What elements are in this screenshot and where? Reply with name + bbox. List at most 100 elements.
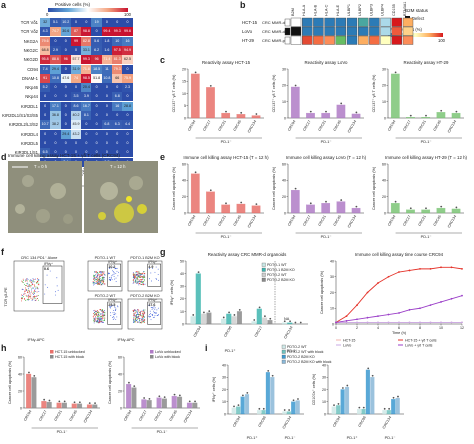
y-tick-label: 0 bbox=[224, 412, 226, 416]
facs-event bbox=[108, 268, 110, 269]
facs-event bbox=[25, 294, 27, 296]
facs-event bbox=[133, 282, 135, 284]
facs-event bbox=[115, 310, 116, 312]
legend-label: LoVo + γδ T cells bbox=[405, 343, 433, 347]
b2m-marker-cell bbox=[335, 35, 347, 45]
y-axis-label: Cancer cell apoptosis (%) bbox=[8, 360, 12, 404]
heatmap-cell: 8.6 bbox=[70, 101, 82, 111]
data-point bbox=[194, 171, 197, 174]
facs-frame bbox=[13, 260, 65, 312]
series-point bbox=[440, 266, 442, 269]
facs-event bbox=[132, 314, 134, 316]
x-tick-label: CRC94 bbox=[187, 120, 196, 132]
heatmap-cell: 0 bbox=[122, 64, 133, 74]
heatmap-row: 79.6 0 0 99 82.8 5.6 1.8 10 16 bbox=[40, 36, 133, 46]
facs-event bbox=[103, 319, 105, 321]
heatmap-cell: 68.8 bbox=[40, 45, 51, 55]
facs-event bbox=[142, 319, 144, 321]
facs-event bbox=[115, 313, 117, 315]
facs-event bbox=[57, 289, 59, 291]
facs-event bbox=[21, 294, 22, 296]
legend-swatch bbox=[281, 349, 286, 354]
y-tick-label: 40 bbox=[118, 372, 122, 376]
b2m-marker-cell bbox=[369, 26, 380, 36]
facs-event bbox=[94, 277, 96, 279]
facs-event bbox=[98, 281, 100, 283]
facs-event bbox=[142, 277, 144, 279]
facs-event bbox=[97, 319, 99, 321]
x-tick-label: CRC94 bbox=[387, 120, 396, 132]
facs-event bbox=[32, 281, 34, 283]
facs-event bbox=[104, 314, 106, 315]
data-point bbox=[333, 404, 335, 407]
heatmap-cell: 1.8 bbox=[101, 36, 113, 46]
y-tick-label: 20 bbox=[182, 67, 186, 71]
facs-event bbox=[112, 305, 114, 307]
b2m-marker-cell bbox=[313, 35, 324, 45]
facs-event bbox=[35, 282, 37, 283]
facs-event bbox=[139, 283, 141, 284]
facs-title: PDTO-1 WT bbox=[95, 256, 116, 260]
facs-percentage: 0.6 bbox=[44, 267, 49, 271]
facs-event bbox=[99, 281, 101, 283]
facs-event bbox=[32, 296, 34, 298]
facs-event bbox=[144, 275, 146, 277]
heatmap-cell: 0 bbox=[122, 129, 133, 139]
data-point bbox=[394, 71, 397, 74]
heatmap-cell: 0 bbox=[101, 18, 113, 27]
facs-event bbox=[118, 271, 119, 273]
facs-event bbox=[94, 309, 96, 311]
facs-event bbox=[109, 306, 111, 308]
facs-event bbox=[134, 320, 136, 322]
bar bbox=[436, 207, 446, 214]
legend-label: PDTO-2 B2M KO bbox=[267, 278, 295, 282]
facs-event bbox=[36, 287, 38, 289]
heatmap-row-label: NKG2D bbox=[23, 57, 38, 63]
facs-event bbox=[95, 317, 97, 318]
facs-event bbox=[24, 298, 26, 300]
facs-event bbox=[143, 310, 145, 312]
facs-event bbox=[133, 317, 135, 319]
y-axis-label: Cancer cell apoptosis (%) bbox=[372, 166, 376, 210]
b2m-marker-cell bbox=[290, 26, 302, 36]
facs-event bbox=[112, 312, 114, 314]
series-point bbox=[345, 321, 348, 324]
y-tick-label: 30 bbox=[330, 275, 334, 279]
heatmap-cell: 5.6 bbox=[91, 36, 102, 46]
y-tick-label: 40 bbox=[382, 179, 386, 183]
facs-event bbox=[24, 293, 26, 295]
data-point bbox=[394, 200, 397, 203]
facs-event bbox=[132, 272, 134, 274]
bar bbox=[406, 117, 415, 119]
facs-event bbox=[103, 273, 105, 275]
facs-event bbox=[142, 273, 143, 275]
facs-event bbox=[92, 282, 94, 284]
b2m-marker-cell bbox=[357, 17, 369, 27]
chart-title: Reactivity assay HT-29 bbox=[404, 60, 449, 65]
facs-event bbox=[148, 268, 150, 270]
facs-event bbox=[94, 278, 96, 280]
series-point bbox=[450, 297, 453, 300]
heatmap-colorbar bbox=[48, 8, 128, 12]
y-tick-label: 20 bbox=[180, 297, 184, 301]
facs-event bbox=[101, 314, 103, 316]
facs-event bbox=[26, 299, 28, 301]
y-tick-label: 30 bbox=[382, 67, 386, 71]
legend-label: PDTO-2 WT with block bbox=[287, 350, 324, 354]
facs-event bbox=[144, 276, 146, 278]
bar bbox=[256, 308, 262, 325]
facs-event bbox=[37, 281, 39, 283]
data-point bbox=[188, 400, 191, 403]
facs-event bbox=[32, 292, 34, 294]
facs-event bbox=[92, 281, 94, 282]
facs-event bbox=[96, 313, 98, 315]
x-tick-label: CRC134 bbox=[283, 326, 293, 340]
data-point bbox=[440, 205, 443, 208]
facs-event bbox=[102, 315, 103, 317]
killing-chart: Immune cell killing assay HT-29 (T = 12 … bbox=[372, 155, 468, 239]
facs-event bbox=[34, 289, 36, 291]
facs-event bbox=[98, 280, 100, 282]
facs-event bbox=[97, 316, 99, 318]
x-tick-label: CRC17 bbox=[254, 326, 263, 338]
bar bbox=[331, 406, 336, 415]
